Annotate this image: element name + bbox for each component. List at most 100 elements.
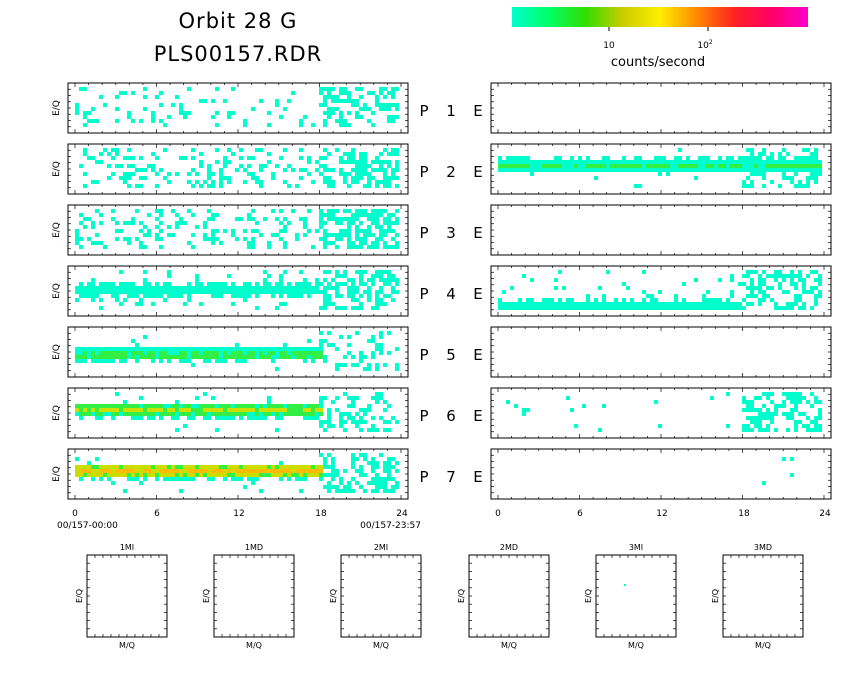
left-panel-4-cell <box>255 306 259 310</box>
right-panel-2-cell <box>602 164 606 168</box>
left-panel-5-cell <box>99 359 103 363</box>
left-panel-7-cell <box>255 469 259 473</box>
right-panel-4-cell <box>814 294 818 298</box>
left-panel-7-cell <box>87 461 91 465</box>
left-panel-1-cell <box>83 87 87 91</box>
left-panel-5-cell <box>227 355 231 359</box>
left-panel-3-cell <box>375 209 379 213</box>
left-panel-6-cell <box>247 412 251 416</box>
right-panel-4-cell <box>750 286 754 290</box>
right-panel-4-cell <box>790 302 794 306</box>
left-panel-7-cell <box>183 465 187 469</box>
right-panel-2-cell <box>634 160 638 164</box>
left-panel-7-cell <box>263 473 267 477</box>
right-panel-4-cell <box>578 302 582 306</box>
right-panel-5 <box>490 326 832 378</box>
right-panel-2-cell <box>698 164 702 168</box>
left-panel-4-cell <box>327 270 331 274</box>
right-panel-2-cell <box>606 160 610 164</box>
left-panel-7-cell <box>127 477 131 481</box>
right-panel-2-cell <box>742 160 746 164</box>
left-panel-2-cell <box>343 176 347 180</box>
right-panel-4-cell <box>818 290 822 294</box>
left-panel-6-cell <box>347 416 351 420</box>
left-panel-5-cell <box>327 331 331 335</box>
left-panel-1-cell <box>127 111 131 115</box>
right-panel-2-cell <box>810 156 814 160</box>
left-panel-5-cell <box>303 351 307 355</box>
left-panel-7-cell <box>275 473 279 477</box>
right-panel-2-cell <box>646 164 650 168</box>
time-axis-left: 0 6 12 18 24 00/157-00:00 00/157-23:57 <box>57 509 421 531</box>
left-panel-5-cell <box>135 343 139 347</box>
left-panel-7-cell <box>167 469 171 473</box>
left-panel-7-cell <box>159 465 163 469</box>
left-panel-3-cell <box>135 237 139 241</box>
left-panel-4-cell <box>315 282 319 286</box>
left-panel-3-cell <box>103 245 107 249</box>
left-panel-4-cell <box>347 290 351 294</box>
left-panel-5-cell <box>95 359 99 363</box>
left-panel-5-cell <box>95 347 99 351</box>
left-panel-4-cell <box>127 286 131 290</box>
left-panel-7-cell <box>223 477 227 481</box>
left-panel-5-cell <box>103 355 107 359</box>
left-panel-5-cell <box>267 347 271 351</box>
right-panel-4-cell <box>762 290 766 294</box>
left-panel-1-cell <box>323 103 327 107</box>
right-panel-4-cell <box>654 298 658 302</box>
right-panel-2-cell <box>786 152 790 156</box>
left-panel-3-cell <box>323 221 327 225</box>
right-panel-2-cell <box>702 160 706 164</box>
left-panel-5-cell <box>247 351 251 355</box>
left-panel-2-cell <box>395 148 399 152</box>
left-panel-5-cell <box>287 355 291 359</box>
left-panel-2-cell <box>107 152 111 156</box>
left-panel-2-cell <box>263 164 267 168</box>
left-panel-6-cell <box>331 400 335 404</box>
left-panel-4-cell <box>387 270 391 274</box>
right-panel-2-cell <box>562 160 566 164</box>
left-panel-2-cell <box>239 148 243 152</box>
left-panel-7-cell <box>343 489 347 493</box>
left-panel-7-cell <box>263 469 267 473</box>
left-panel-7-cell <box>263 465 267 469</box>
right-panel-4-cell <box>658 290 662 294</box>
left-panel-6-cell <box>191 404 195 408</box>
left-panel-1-cell <box>319 87 323 91</box>
left-panel-6-cell <box>207 412 211 416</box>
right-panel-2-cell <box>682 164 686 168</box>
left-panel-7-cell <box>287 469 291 473</box>
left-panel-7-cell <box>359 453 363 457</box>
right-panel-4-cell <box>802 282 806 286</box>
left-panel-1-cell <box>155 95 159 99</box>
left-panel-5-cell <box>267 355 271 359</box>
right-panel-6-cell <box>810 420 814 424</box>
left-panel-4-cell <box>379 290 383 294</box>
left-panel-6-cell <box>79 404 83 408</box>
left-panel-3-cell <box>255 221 259 225</box>
left-panel-2-cell <box>371 176 375 180</box>
right-panel-4-cell <box>666 302 670 306</box>
left-panel-4-cell <box>175 290 179 294</box>
left-panel-5-cell <box>387 351 391 355</box>
right-panel-4-cell <box>786 274 790 278</box>
right-panel-2-cell <box>762 172 766 176</box>
left-panel-6-cell <box>375 400 379 404</box>
right-panel-4-cell <box>650 294 654 298</box>
left-panel-3-cell <box>351 217 355 221</box>
left-panel-5-cell <box>79 347 83 351</box>
right-panel-4-cell <box>782 274 786 278</box>
left-panel-4-cell <box>363 290 367 294</box>
right-panel-2-cell <box>506 160 510 164</box>
left-panel-1-cell <box>391 119 395 123</box>
left-panel-4-cell <box>131 286 135 290</box>
left-panel-5-cell <box>139 347 143 351</box>
left-panel-7-cell <box>75 457 79 461</box>
right-panel-4-cell <box>714 302 718 306</box>
left-panel-6-cell <box>135 408 139 412</box>
left-panel-5-cell <box>287 347 291 351</box>
right-panel-2-cell <box>602 168 606 172</box>
mass-panel-title: 1MI <box>120 543 134 552</box>
right-panel-4-cell <box>810 270 814 274</box>
